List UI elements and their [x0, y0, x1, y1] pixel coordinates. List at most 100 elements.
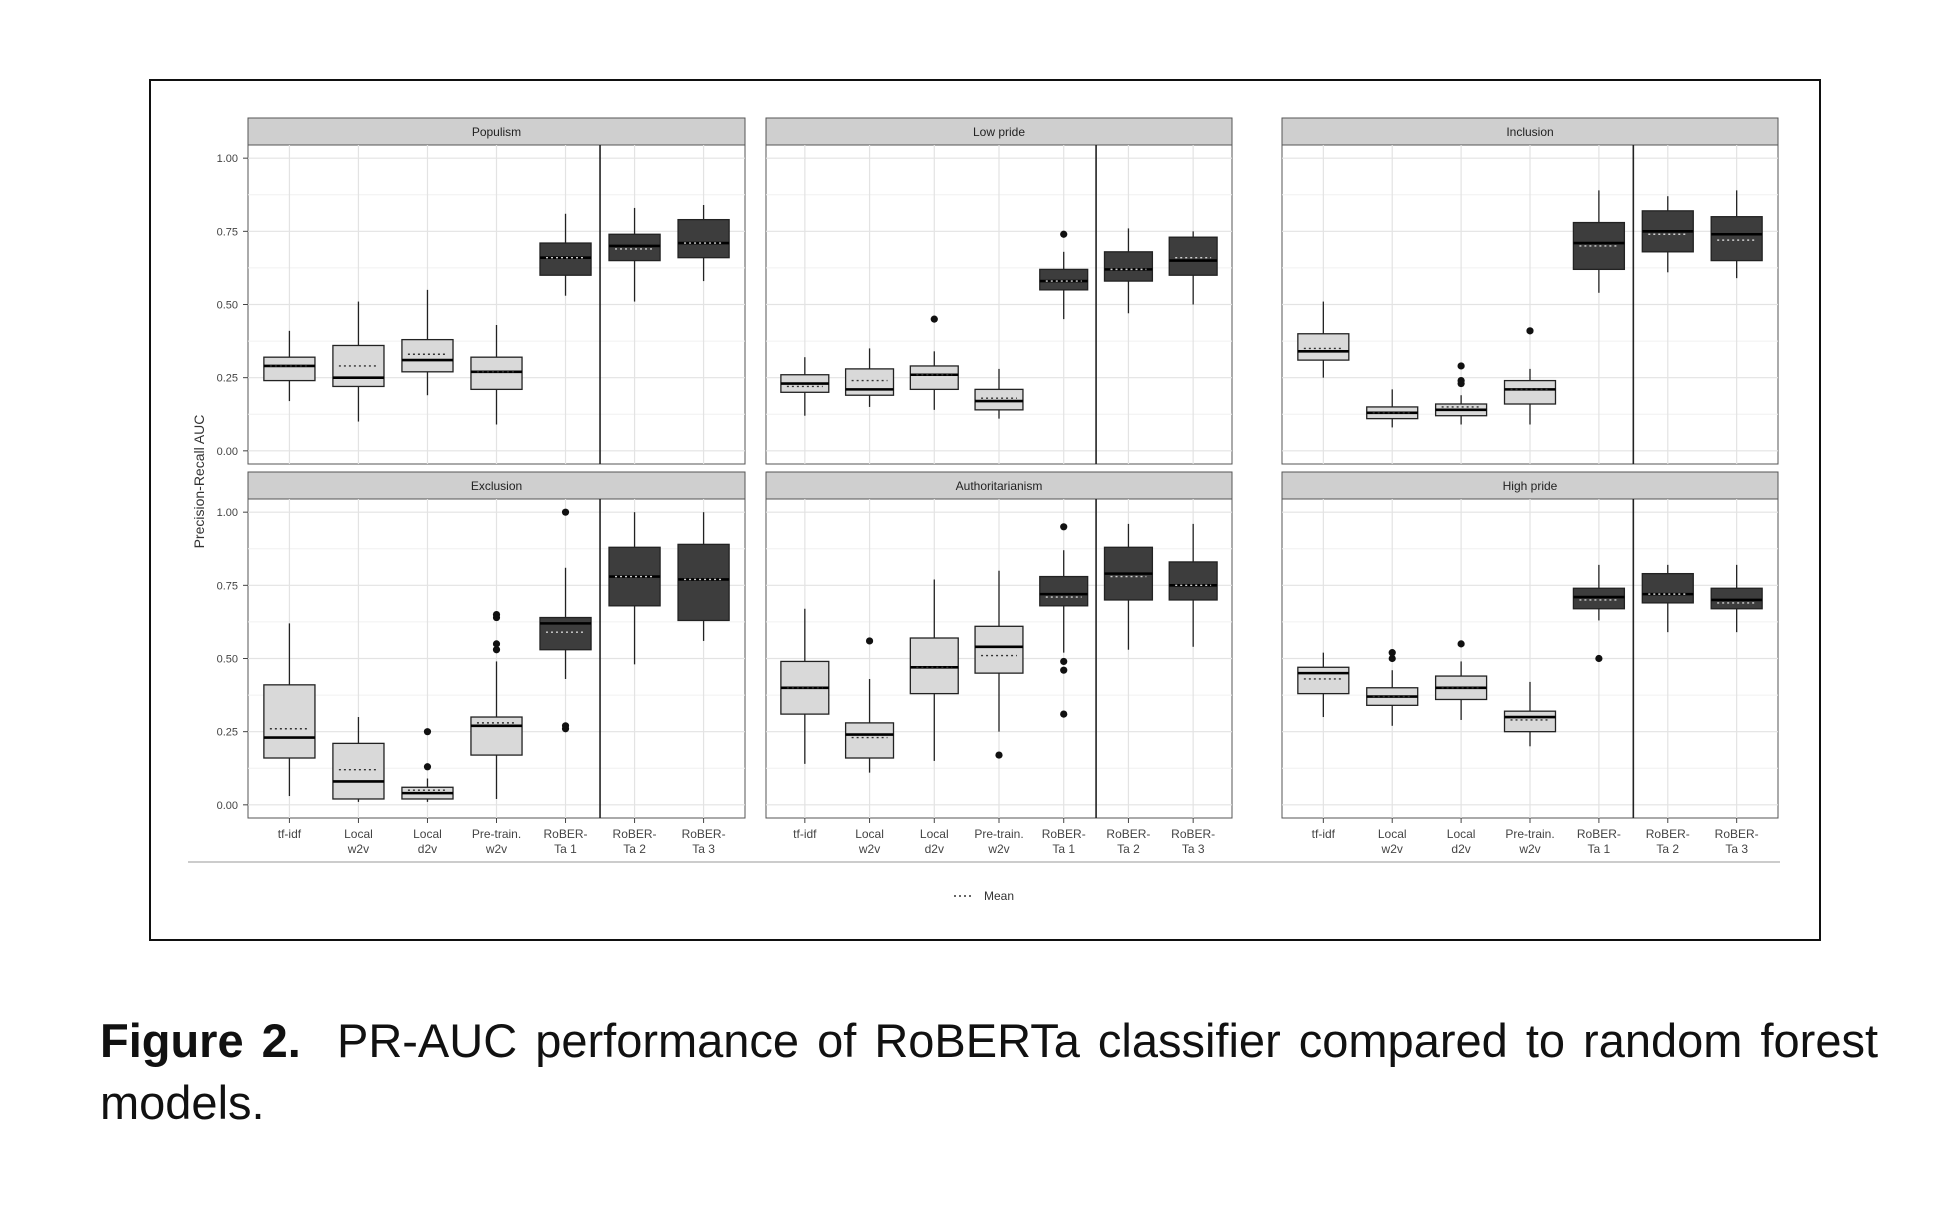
outlier-point	[1526, 327, 1534, 335]
box-pre-train-w2v	[1503, 681, 1557, 747]
legend-mean-label: Mean	[984, 889, 1014, 903]
outlier-point	[423, 728, 432, 736]
box-rober-ta-2	[1103, 523, 1154, 650]
outlier-point	[561, 722, 570, 730]
box-rober-ta-3	[677, 512, 730, 641]
box-iqr	[401, 338, 454, 373]
x-tick-label: Ta 2	[1117, 842, 1140, 856]
x-tick-label: Ta 1	[554, 842, 577, 856]
box-local-d2v	[1434, 362, 1488, 425]
box-iqr	[677, 218, 730, 259]
box-pre-train-w2v	[974, 570, 1024, 759]
box-iqr	[332, 742, 385, 800]
box-local-d2v	[1434, 640, 1488, 720]
x-tick-label: Ta 3	[692, 842, 715, 856]
box-rober-ta-1	[1572, 190, 1626, 293]
x-tick-label: RoBER-	[613, 827, 657, 841]
outlier-point	[995, 751, 1003, 759]
outlier-point	[561, 508, 570, 516]
x-tick-label: Ta 1	[1588, 842, 1611, 856]
x-tick-label: Pre-train.	[472, 827, 521, 841]
box-pre-train-w2v	[470, 324, 523, 425]
panel-title: Low pride	[973, 125, 1025, 139]
box-iqr	[263, 684, 316, 759]
box-tf-idf	[263, 623, 316, 797]
box-rober-ta-1	[539, 213, 592, 296]
box-local-w2v	[1366, 649, 1419, 726]
box-local-w2v	[1366, 389, 1419, 428]
panel-low-pride: Low pride	[765, 117, 1233, 465]
outlier-point	[1595, 654, 1603, 663]
panel-title: Exclusion	[471, 479, 522, 493]
box-rober-ta-1	[539, 508, 592, 733]
box-iqr	[1168, 561, 1218, 601]
y-axis-label: Precision-Recall AUC	[191, 415, 207, 549]
box-iqr	[909, 637, 959, 695]
x-tick-label: Local	[1378, 827, 1407, 841]
panel-title: Populism	[472, 125, 521, 139]
panel-strip	[247, 471, 746, 500]
x-tick-label: tf-idf	[1312, 827, 1336, 841]
x-tick-label: Ta 3	[1725, 842, 1748, 856]
box-iqr	[909, 365, 959, 391]
outlier-point	[1060, 523, 1068, 531]
y-tick-label: 0.25	[217, 373, 238, 385]
box-local-w2v	[332, 717, 385, 802]
legend: Mean	[954, 889, 1014, 903]
box-tf-idf	[780, 608, 830, 764]
box-iqr	[1710, 216, 1763, 262]
x-tick-label: tf-idf	[278, 827, 302, 841]
box-rober-ta-1	[1572, 564, 1626, 663]
x-tick-label: d2v	[925, 842, 944, 856]
box-local-w2v	[844, 637, 895, 773]
panels-layer: Populism 0.00 0.25 0.50 0.75 1.00 Low pride Inc…	[217, 117, 1779, 856]
outlier-point	[492, 640, 501, 648]
outlier-point	[423, 763, 432, 771]
panel-title: High pride	[1503, 479, 1558, 493]
box-tf-idf	[1297, 301, 1350, 378]
box-rober-ta-1	[1039, 230, 1089, 320]
x-tick-label: RoBER-	[544, 827, 588, 841]
box-rober-ta-2	[1103, 228, 1154, 314]
box-iqr	[1503, 710, 1557, 733]
box-local-d2v	[909, 579, 959, 761]
box-iqr	[1039, 268, 1089, 291]
x-tick-label: Ta 2	[1656, 842, 1679, 856]
y-tick-label: 1.00	[217, 153, 238, 165]
x-tick-label: RoBER-	[1646, 827, 1690, 841]
outlier-point	[492, 646, 501, 654]
panel-title: Inclusion	[1506, 125, 1553, 139]
panel-title: Authoritarianism	[956, 479, 1043, 493]
box-iqr	[974, 625, 1024, 674]
box-local-w2v	[332, 301, 385, 422]
box-local-d2v	[401, 289, 454, 396]
x-tick-label: RoBER-	[1042, 827, 1086, 841]
box-rober-ta-3	[1710, 190, 1763, 279]
x-tick-label: Local	[413, 827, 442, 841]
box-tf-idf	[263, 330, 316, 402]
outlier-point	[1388, 654, 1396, 663]
box-rober-ta-3	[677, 204, 730, 282]
outlier-point	[930, 315, 938, 323]
y-tick-label: 0.25	[217, 727, 238, 739]
box-iqr	[1297, 333, 1350, 361]
x-tick-label: RoBER-	[1577, 827, 1621, 841]
box-iqr	[844, 368, 895, 396]
x-tick-label: Local	[344, 827, 373, 841]
outlier-point	[1457, 640, 1465, 648]
panel-strip	[1281, 471, 1779, 500]
box-iqr	[1572, 587, 1626, 610]
x-tick-label: Local	[1447, 827, 1476, 841]
box-iqr	[539, 242, 592, 276]
x-tick-label: w2v	[858, 842, 880, 856]
x-tick-label: Local	[855, 827, 884, 841]
box-rober-ta-2	[608, 512, 661, 665]
box-iqr	[677, 543, 730, 622]
x-tick-label: w2v	[485, 842, 507, 856]
box-rober-ta-2	[1641, 196, 1694, 273]
x-tick-label: Pre-train.	[1505, 827, 1554, 841]
y-tick-label: 0.75	[217, 580, 238, 592]
x-tick-label: d2v	[418, 842, 437, 856]
